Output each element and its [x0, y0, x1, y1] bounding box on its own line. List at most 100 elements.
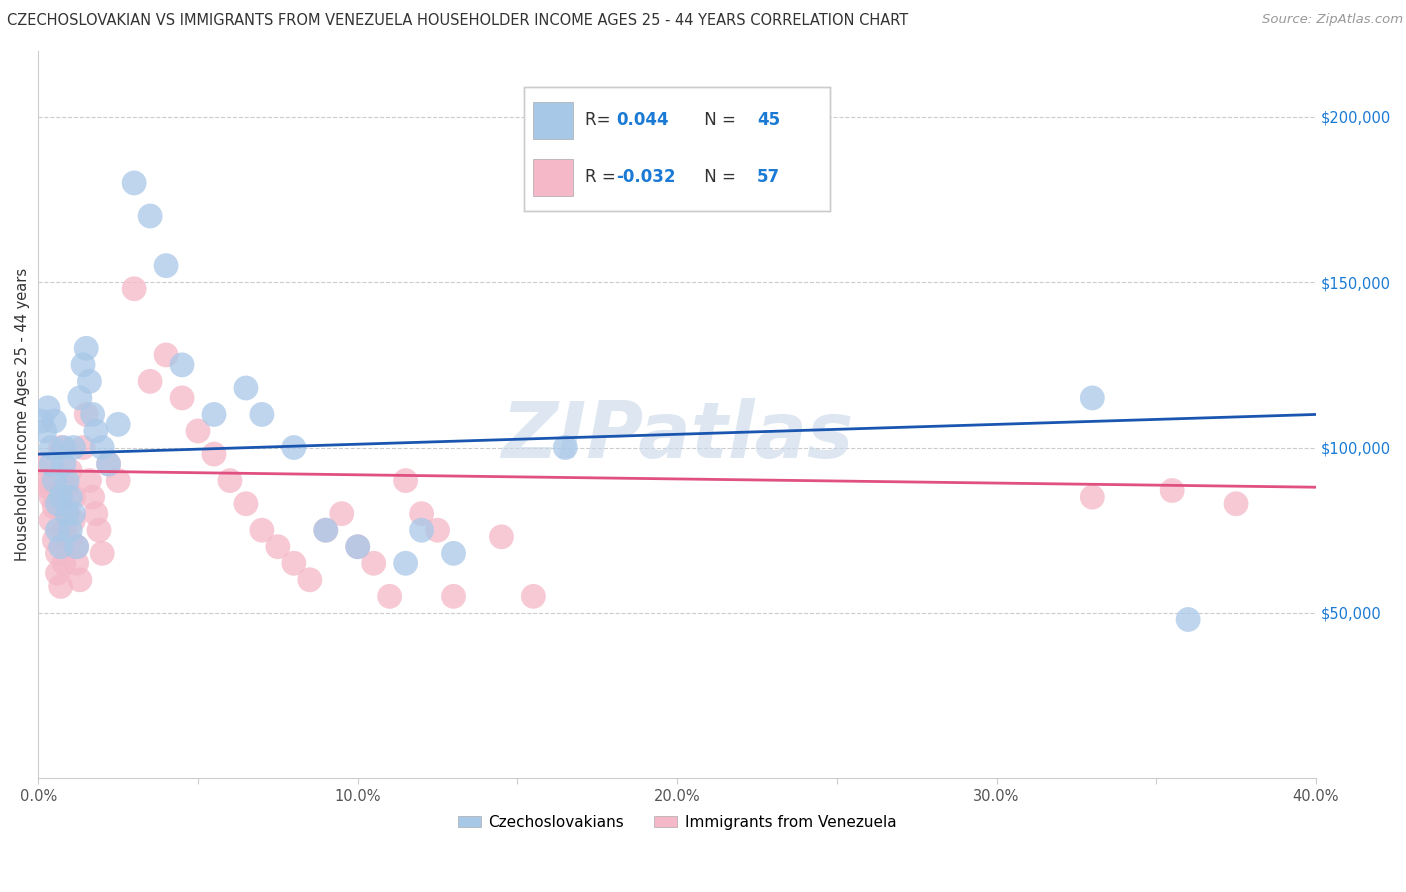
Point	[443, 590, 465, 604]
Point	[235, 381, 257, 395]
Point	[426, 523, 449, 537]
Point	[49, 441, 72, 455]
Point	[39, 441, 62, 455]
Text: ZIPatlas: ZIPatlas	[501, 398, 853, 475]
Point	[411, 507, 433, 521]
Point	[202, 408, 225, 422]
Point	[44, 474, 66, 488]
Point	[394, 556, 416, 570]
Point	[330, 507, 353, 521]
Point	[443, 546, 465, 560]
Point	[82, 490, 104, 504]
Point	[1177, 612, 1199, 626]
Text: CZECHOSLOVAKIAN VS IMMIGRANTS FROM VENEZUELA HOUSEHOLDER INCOME AGES 25 - 44 YEA: CZECHOSLOVAKIAN VS IMMIGRANTS FROM VENEZ…	[7, 13, 908, 29]
Point	[97, 457, 120, 471]
Point	[46, 546, 69, 560]
Point	[219, 474, 242, 488]
Point	[250, 523, 273, 537]
Point	[283, 441, 305, 455]
Point	[1161, 483, 1184, 498]
Point	[56, 507, 79, 521]
Point	[363, 556, 385, 570]
Point	[79, 474, 101, 488]
Point	[170, 358, 193, 372]
Point	[155, 348, 177, 362]
Point	[84, 507, 107, 521]
Point	[315, 523, 337, 537]
Point	[250, 408, 273, 422]
Point	[1081, 490, 1104, 504]
Point	[52, 556, 75, 570]
Point	[44, 533, 66, 548]
Point	[44, 500, 66, 514]
Point	[31, 457, 53, 471]
Point	[1081, 391, 1104, 405]
Point	[37, 480, 59, 494]
Point	[59, 533, 82, 548]
Point	[394, 474, 416, 488]
Text: Source: ZipAtlas.com: Source: ZipAtlas.com	[1263, 13, 1403, 27]
Point	[39, 490, 62, 504]
Point	[59, 464, 82, 478]
Point	[491, 530, 513, 544]
Point	[346, 540, 368, 554]
Point	[39, 457, 62, 471]
Point	[91, 441, 114, 455]
Point	[62, 441, 84, 455]
Point	[59, 523, 82, 537]
Point	[202, 447, 225, 461]
Point	[75, 408, 97, 422]
Point	[411, 523, 433, 537]
Legend: Czechoslovakians, Immigrants from Venezuela: Czechoslovakians, Immigrants from Venezu…	[451, 809, 903, 836]
Point	[46, 523, 69, 537]
Point	[52, 457, 75, 471]
Point	[62, 490, 84, 504]
Point	[155, 259, 177, 273]
Point	[52, 441, 75, 455]
Point	[170, 391, 193, 405]
Point	[378, 590, 401, 604]
Point	[97, 457, 120, 471]
Point	[107, 417, 129, 432]
Point	[139, 375, 162, 389]
Point	[66, 540, 89, 554]
Point	[72, 358, 94, 372]
Point	[59, 490, 82, 504]
Point	[122, 282, 145, 296]
Point	[49, 490, 72, 504]
Point	[72, 441, 94, 455]
Point	[522, 590, 544, 604]
Point	[84, 424, 107, 438]
Point	[49, 540, 72, 554]
Point	[52, 523, 75, 537]
Point	[1225, 497, 1247, 511]
Point	[267, 540, 290, 554]
Point	[34, 474, 56, 488]
Point	[66, 556, 89, 570]
Point	[107, 474, 129, 488]
Point	[37, 401, 59, 415]
Point	[46, 566, 69, 581]
Point	[298, 573, 321, 587]
Point	[554, 441, 576, 455]
Point	[283, 556, 305, 570]
Point	[62, 513, 84, 527]
Point	[187, 424, 209, 438]
Point	[69, 391, 91, 405]
Point	[34, 424, 56, 438]
Point	[87, 523, 110, 537]
Point	[56, 480, 79, 494]
Point	[122, 176, 145, 190]
Point	[91, 546, 114, 560]
Point	[49, 579, 72, 593]
Point	[69, 573, 91, 587]
Point	[44, 414, 66, 428]
Point	[66, 540, 89, 554]
Point	[56, 474, 79, 488]
Point	[79, 375, 101, 389]
Point	[75, 341, 97, 355]
Point	[56, 507, 79, 521]
Point	[46, 497, 69, 511]
Point	[139, 209, 162, 223]
Point	[235, 497, 257, 511]
